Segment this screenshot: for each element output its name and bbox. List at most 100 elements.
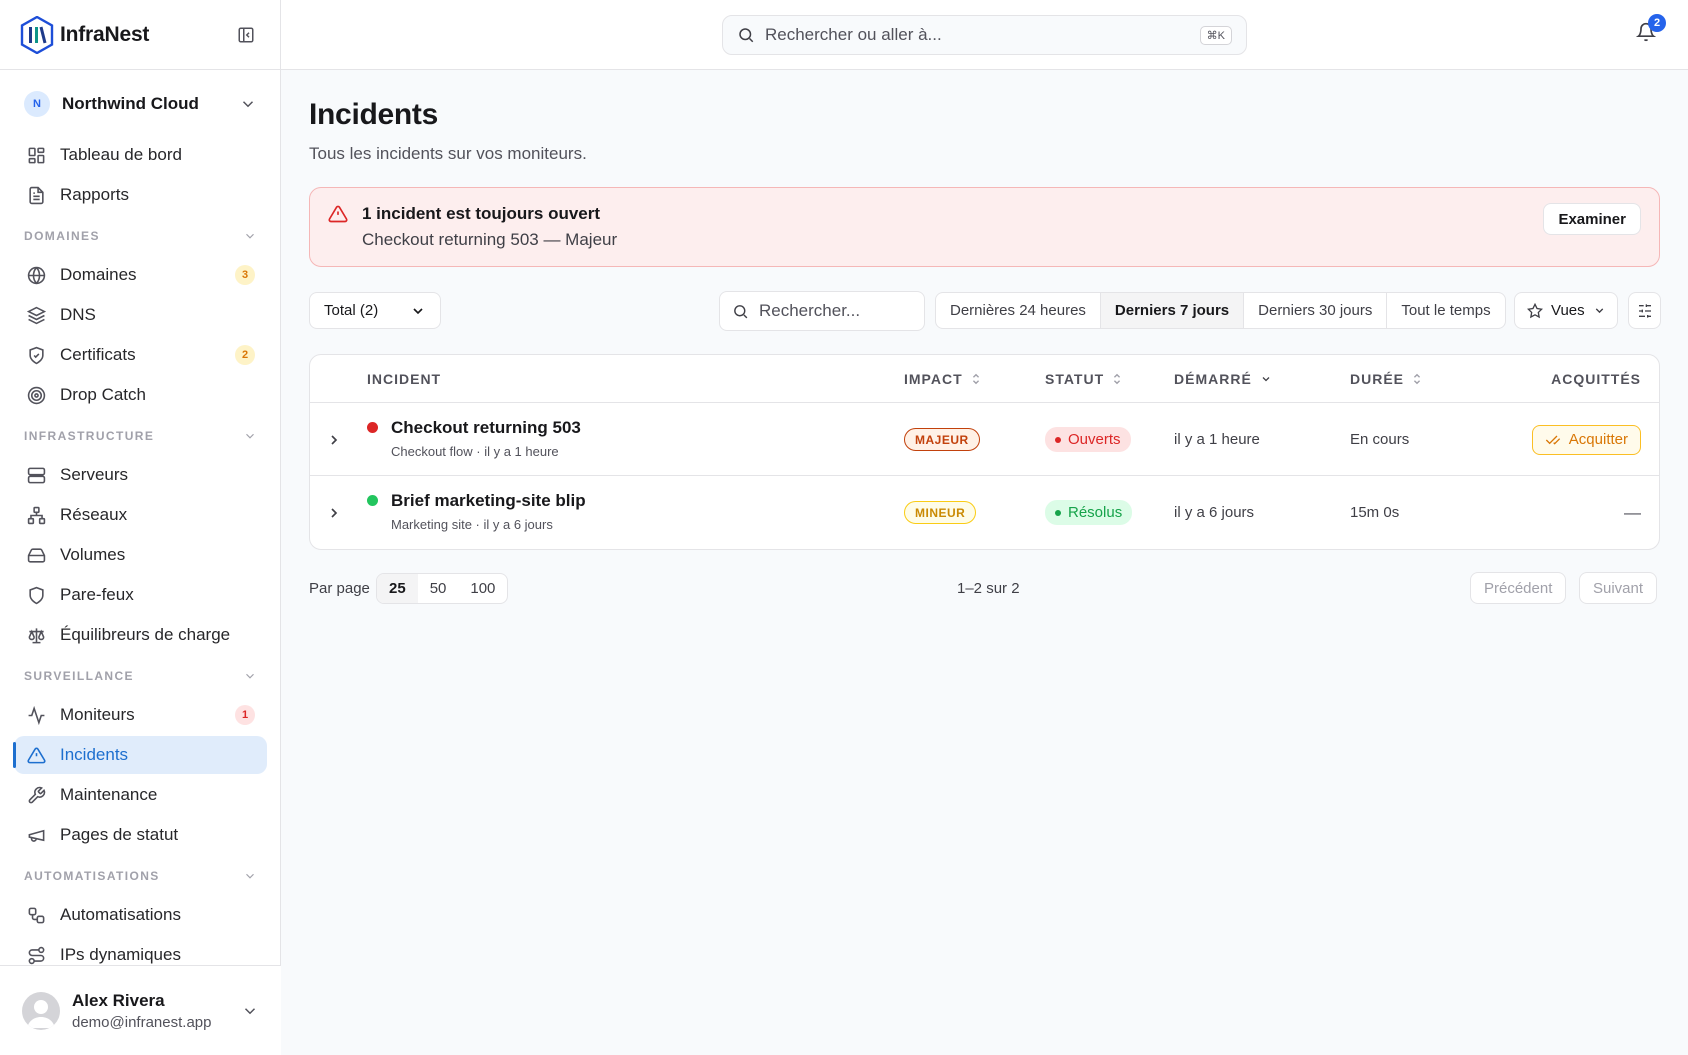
org-switcher[interactable]: N Northwind Cloud (0, 82, 281, 126)
col-duree[interactable]: DURÉE (1350, 355, 1422, 403)
layers-icon (26, 305, 46, 325)
chevron-down-icon (410, 303, 426, 319)
star-icon (1527, 302, 1543, 319)
incident-title[interactable]: Brief marketing-site blip (391, 491, 586, 510)
sidebar-item-status-pages[interactable]: Pages de statut (14, 816, 267, 854)
sidebar-item-volumes[interactable]: Volumes (14, 536, 267, 574)
section-title: AUTOMATISATIONS (24, 869, 160, 883)
total-select[interactable]: Total (2) (309, 292, 441, 329)
col-impact-label: IMPACT (904, 371, 963, 387)
network-icon (26, 505, 46, 525)
sidebar-item-moniteurs[interactable]: Moniteurs 1 (14, 696, 267, 734)
table-row[interactable]: Brief marketing-site blip Marketing site… (310, 476, 1659, 549)
sidebar-item-certificats[interactable]: Certificats 2 (14, 336, 267, 374)
sidebar-item-serveurs[interactable]: Serveurs (14, 456, 267, 494)
notifications-button[interactable]: 2 (1636, 14, 1666, 42)
sort-icon (1412, 373, 1422, 385)
server-icon (26, 465, 46, 485)
sidebar-item-label: Certificats (60, 345, 136, 364)
search-icon (732, 303, 749, 320)
open-incident-alert: 1 incident est toujours ouvert Checkout … (309, 187, 1660, 267)
incident-title[interactable]: Checkout returning 503 (391, 418, 581, 437)
notification-count-badge: 2 (1648, 14, 1666, 32)
views-label: Vues (1551, 302, 1585, 319)
section-surveillance[interactable]: SURVEILLANCE (0, 656, 281, 696)
col-demarre[interactable]: DÉMARRÉ (1174, 355, 1272, 403)
sidebar-item-pare-feux[interactable]: Pare-feux (14, 576, 267, 614)
sidebar-header: InfraNest (0, 0, 280, 70)
col-impact[interactable]: IMPACT (904, 355, 981, 403)
sidebar-nav: Tableau de bord Rapports DOMAINES Domain… (0, 136, 281, 976)
infranest-logo-icon (20, 15, 54, 54)
incident-search-input[interactable]: Rechercher... (719, 291, 925, 331)
table-header: INCIDENT IMPACT STATUT DÉMARRÉ DURÉE ACQ… (310, 355, 1659, 403)
views-dropdown[interactable]: Vues (1514, 292, 1618, 329)
chevron-right-icon (326, 432, 342, 448)
col-demarre-label: DÉMARRÉ (1174, 371, 1252, 387)
range-30d[interactable]: Derniers 30 jours (1244, 293, 1388, 328)
alert-triangle-icon (328, 204, 348, 224)
sort-desc-icon (1260, 373, 1272, 385)
sidebar-item-label: Équilibreurs de charge (60, 625, 231, 644)
sidebar-item-label: Incidents (60, 745, 129, 764)
section-title: SURVEILLANCE (24, 669, 134, 683)
chevron-down-icon (241, 1002, 259, 1020)
sidebar-item-dns[interactable]: DNS (14, 296, 267, 334)
chevron-down-icon (1593, 304, 1606, 317)
started-value: il y a 1 heure (1174, 431, 1260, 448)
examine-button[interactable]: Examiner (1543, 203, 1641, 235)
range-24h[interactable]: Dernières 24 heures (936, 293, 1101, 328)
check-check-icon (1545, 432, 1561, 448)
next-page-button[interactable]: Suivant (1579, 572, 1658, 604)
section-automatisations[interactable]: AUTOMATISATIONS (0, 856, 281, 896)
sidebar-item-domaines[interactable]: Domaines 3 (14, 256, 267, 294)
incident-ago: il y a 6 jours (483, 517, 553, 532)
sidebar-item-drop-catch[interactable]: Drop Catch (14, 376, 267, 414)
previous-page-button[interactable]: Précédent (1470, 572, 1567, 604)
per-page-50[interactable]: 50 (429, 580, 447, 597)
sidebar-item-label: Domaines (60, 265, 137, 284)
started-value: il y a 6 jours (1174, 504, 1255, 521)
expand-row-button[interactable] (324, 403, 344, 476)
per-page-25[interactable]: 25 (377, 574, 418, 603)
col-statut[interactable]: STATUT (1045, 355, 1122, 403)
table-row[interactable]: Checkout returning 503 Checkout flow · i… (310, 403, 1659, 476)
acknowledge-button[interactable]: Acquitter (1531, 424, 1641, 455)
incident-monitor: Checkout flow (391, 444, 473, 459)
section-domaines[interactable]: DOMAINES (0, 216, 281, 256)
per-page-100[interactable]: 100 (470, 580, 496, 597)
sidebar-item-label: Maintenance (60, 785, 158, 804)
logo[interactable]: InfraNest (20, 15, 150, 54)
sidebar-item-load-balancers[interactable]: Équilibreurs de charge (14, 616, 267, 654)
section-infrastructure[interactable]: INFRASTRUCTURE (0, 416, 281, 456)
sidebar-item-label: Serveurs (60, 465, 129, 484)
user-menu[interactable]: Alex Rivera demo@infranest.app (0, 965, 281, 1055)
section-title: DOMAINES (24, 229, 100, 243)
range-all[interactable]: Tout le temps (1401, 302, 1491, 319)
global-search-input[interactable]: Rechercher ou aller à... ⌘K (722, 15, 1247, 55)
sidebar-item-automatisations[interactable]: Automatisations (14, 896, 267, 934)
activity-icon (26, 705, 46, 725)
avatar (22, 991, 60, 1030)
column-settings-button[interactable] (1628, 292, 1661, 329)
duration-value: 15m 0s (1350, 504, 1400, 521)
per-page-selector: 25 50 100 (376, 573, 509, 604)
dashboard-icon (26, 145, 46, 165)
sidebar-item-maintenance[interactable]: Maintenance (14, 776, 267, 814)
sidebar-item-reseaux[interactable]: Réseaux (14, 496, 267, 534)
app-name: InfraNest (60, 22, 150, 46)
time-range-selector: Dernières 24 heures Derniers 7 jours Der… (935, 292, 1506, 329)
sidebar-item-dashboard[interactable]: Tableau de bord (14, 136, 267, 174)
search-placeholder: Rechercher... (759, 301, 861, 320)
range-7d[interactable]: Derniers 7 jours (1100, 293, 1245, 328)
sidebar-item-incidents[interactable]: Incidents (13, 736, 267, 774)
user-name: Alex Rivera (72, 990, 165, 1010)
sidebar-item-reports[interactable]: Rapports (14, 176, 267, 214)
collapse-sidebar-icon[interactable] (232, 21, 260, 49)
incidents-table: INCIDENT IMPACT STATUT DÉMARRÉ DURÉE ACQ… (309, 354, 1660, 550)
sidebar-item-dynamic-ips[interactable]: IPs dynamiques (14, 936, 267, 974)
chevron-down-icon (239, 95, 257, 113)
expand-row-button[interactable] (324, 476, 344, 549)
sidebar-item-label: Tableau de bord (60, 145, 182, 164)
sort-icon (1112, 373, 1122, 385)
